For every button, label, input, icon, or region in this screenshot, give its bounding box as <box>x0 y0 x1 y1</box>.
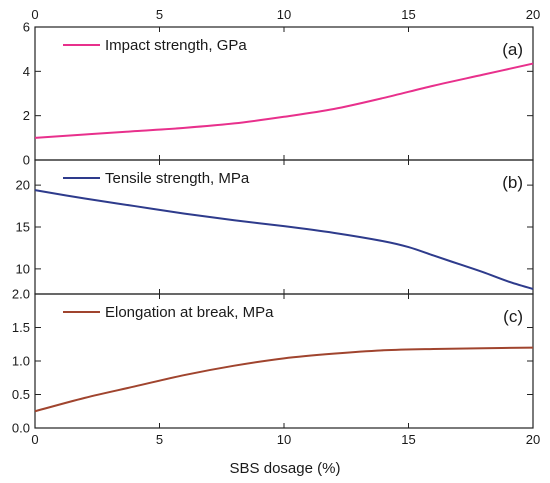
panel-2-ytick-label: 10 <box>16 261 30 276</box>
panel-3-ytick-label: 0.5 <box>12 387 30 402</box>
panel-1-xtick-label-top: 15 <box>401 7 415 22</box>
panel-1-legend-label: Impact strength, GPa <box>105 37 247 54</box>
panel-2-ytick-label: 20 <box>16 178 30 193</box>
panel-3-legend-label: Elongation at break, MPa <box>105 304 274 321</box>
panel-3-ytick-label: 0.0 <box>12 421 30 436</box>
panel-2-ytick-label: 15 <box>16 220 30 235</box>
panel-3-ytick-label: 1.0 <box>12 354 30 369</box>
panel-3-xtick-label: 0 <box>31 432 38 447</box>
panel-1-ytick-label: 4 <box>23 64 30 79</box>
panel-2-tag: (b) <box>502 173 523 192</box>
panel-1-tag: (a) <box>502 40 523 59</box>
panel-3-xtick-label: 5 <box>156 432 163 447</box>
panel-3-xtick-label: 20 <box>526 432 540 447</box>
panel-1-xtick-label-top: 10 <box>277 7 291 22</box>
x-axis-title: SBS dosage (%) <box>230 460 341 477</box>
panel-3-ytick-label: 1.5 <box>12 320 30 335</box>
panel-3-series-line <box>34 346 534 413</box>
panel-3-xtick-label: 10 <box>277 432 291 447</box>
panel-1-series-line <box>34 62 534 139</box>
panel-1-xtick-label-top: 5 <box>156 7 163 22</box>
panel-3-xtick-label: 15 <box>401 432 415 447</box>
panel-3-ytick-label: 2.0 <box>12 287 30 302</box>
panel-1-ytick-label: 0 <box>23 153 30 168</box>
panel-1-xtick-label-top: 20 <box>526 7 540 22</box>
panel-3-tag: (c) <box>503 307 523 326</box>
panel-1-ytick-label: 2 <box>23 108 30 123</box>
panel-1-ytick-label: 6 <box>23 20 30 35</box>
panel-2-series-line <box>34 189 534 290</box>
panel-1-xtick-label-top: 0 <box>31 7 38 22</box>
panel-2-legend-label: Tensile strength, MPa <box>105 170 250 187</box>
